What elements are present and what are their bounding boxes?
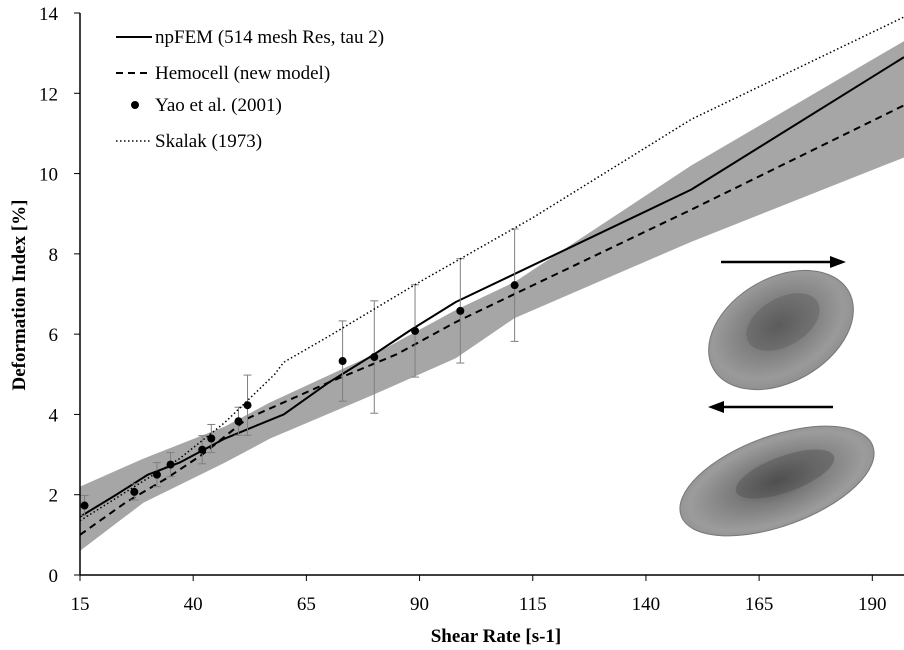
y-tick-label: 10 [39,165,58,186]
x-tick-label: 190 [858,594,887,615]
series-line-dashed [79,104,904,536]
x-tick-label: 15 [71,594,90,615]
data-point [370,353,379,362]
tick-labels: 15 40 65 90 115 140 165 190 0 2 4 6 8 10 12 14 [39,4,887,615]
y-axis-title: Deformation Index [%] [9,199,30,390]
legend-label-skalak: Skalak (1973) [155,131,262,152]
data-point [166,460,175,469]
y-tick-label: 6 [49,325,59,346]
rbc-top-cell [708,269,854,391]
x-tick-label: 90 [410,594,429,615]
legend-label-hemocell: Hemocell (new model) [155,63,330,84]
data-point [243,401,252,410]
data-point [234,417,243,426]
flow-arrow-left [708,401,833,413]
y-tick-label: 4 [49,405,59,426]
legend-entry-yao: Yao et al. (2001) [131,95,282,116]
legend-entry-npfem: npFEM (514 mesh Res, tau 2) [116,27,384,48]
x-axis-title: Shear Rate [s-1] [431,626,562,647]
legend: npFEM (514 mesh Res, tau 2) Hemocell (ne… [116,27,384,152]
data-point [80,501,89,510]
data-point [456,306,465,315]
x-tick-label: 40 [184,594,203,615]
band-area [80,41,904,551]
y-tick-label: 14 [39,4,59,25]
x-tick-label: 115 [519,594,547,615]
legend-label-npfem: npFEM (514 mesh Res, tau 2) [155,27,384,48]
data-point [130,487,139,496]
series-layer [79,16,904,536]
data-point [338,357,347,366]
axes [74,12,904,581]
y-tick-label: 12 [39,84,58,105]
legend-entry-skalak: Skalak (1973) [116,131,262,152]
data-point [198,445,207,454]
data-point [510,281,519,290]
legend-label-yao: Yao et al. (2001) [155,95,282,116]
rbc-bottom-cell [679,425,875,537]
flow-arrow-right [721,256,846,268]
x-tick-label: 165 [745,594,774,615]
legend-entry-hemocell: Hemocell (new model) [116,63,330,84]
x-tick-label: 140 [632,594,661,615]
confidence-band [80,41,904,551]
y-tick-label: 2 [49,486,59,507]
y-tick-label: 0 [49,566,59,587]
data-point [411,326,420,335]
y-tick-label: 8 [49,245,59,266]
data-point [207,434,216,443]
data-point [152,470,161,479]
rbc-illustration [679,256,875,537]
x-tick-label: 65 [297,594,316,615]
